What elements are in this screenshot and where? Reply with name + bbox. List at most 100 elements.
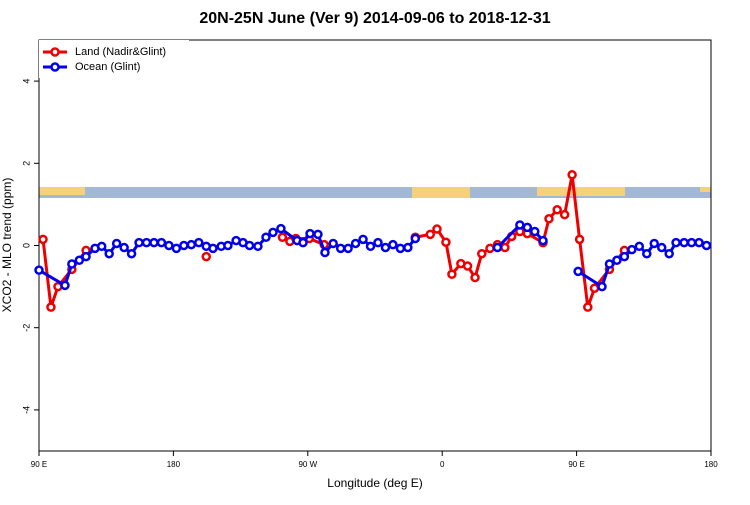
data-point [74,255,85,266]
data-point [253,241,263,252]
data-point [134,237,144,248]
data-point [67,259,77,269]
data-point [119,242,129,253]
data-point [305,228,315,239]
data-point [380,242,391,253]
data-point [96,241,107,252]
data-point [573,266,583,277]
data-point [276,223,286,234]
data-point [447,269,457,280]
data-point [46,302,56,312]
data-point [604,259,615,269]
data-point [350,238,361,249]
data-point [81,251,91,262]
y-tick-label: 2 [21,161,31,166]
data-point [686,237,697,248]
data-point [477,248,487,259]
legend-marker [50,62,60,72]
data-point [462,261,473,271]
data-point [244,240,255,251]
x-tick-label: 180 [167,460,181,469]
legend-marker [50,47,60,57]
x-tick-label: 0 [440,460,445,469]
data-point [522,222,533,233]
data-point [403,242,413,253]
data-point [583,302,593,312]
data-point [373,237,383,248]
data-point [656,242,667,253]
data-point [664,248,674,259]
data-point [694,237,704,248]
data-point [619,251,630,262]
data-point [277,232,288,243]
x-tick-label: 90 E [568,460,584,469]
data-point [544,214,554,224]
y-axis-label: XCO2 - MLO trend (ppm) [0,178,14,313]
data-point [701,240,712,251]
data-point [194,237,204,248]
data-point [395,243,406,254]
data-point [559,209,570,220]
data-point [365,241,376,252]
data-point [34,265,44,275]
data-point [425,229,436,240]
data-point [60,280,70,291]
legend-label: Ocean (Glint) [75,61,140,73]
data-point [149,237,159,248]
chart-title: 20N-25N June (Ver 9) 2014-09-06 to 2018-… [199,10,550,27]
data-point [186,239,197,250]
data-point [538,235,548,246]
data-point [612,255,622,266]
data-point [567,170,577,180]
data-point [500,242,510,253]
x-tick-label: 90 E [31,460,47,469]
data-point [298,237,308,248]
x-tick-label: 90 W [298,460,317,469]
data-point [156,237,167,248]
data-point [104,248,114,259]
data-point [642,248,652,259]
data-point [171,243,182,254]
data-point [515,220,525,230]
data-point [410,233,421,244]
data-point [441,237,451,247]
data-point [492,242,503,253]
data-point [126,248,137,259]
data-point [432,224,442,234]
map-strip [39,187,711,198]
legend-label: Land (Nadir&Glint) [75,46,166,58]
data-point [320,247,330,258]
x-axis-label: Longitude (deg E) [327,476,422,490]
data-point [388,239,398,250]
data-point [485,243,495,254]
legend [39,40,189,78]
data-point [164,240,174,251]
data-point [313,229,323,240]
data-point [589,283,600,293]
data-point [179,240,189,251]
data-point [268,227,278,238]
data-point [671,237,681,248]
data-point [552,204,562,215]
data-point [343,243,353,254]
data-point [574,234,585,245]
data-point [679,237,689,248]
data-point [335,243,346,254]
data-point [201,251,212,262]
data-point [38,234,48,245]
x-tick-label: 180 [704,460,718,469]
data-point [597,281,607,292]
data-point [649,238,660,249]
data-point [208,243,218,254]
data-point [627,244,637,255]
y-tick-label: 4 [21,79,31,84]
y-tick-label: -2 [21,324,31,332]
data-point [261,232,271,243]
data-point [141,237,152,248]
data-point [634,241,645,252]
data-point [223,240,233,251]
y-tick-label: -4 [21,406,31,414]
data-point [358,234,368,245]
data-point [530,226,540,237]
